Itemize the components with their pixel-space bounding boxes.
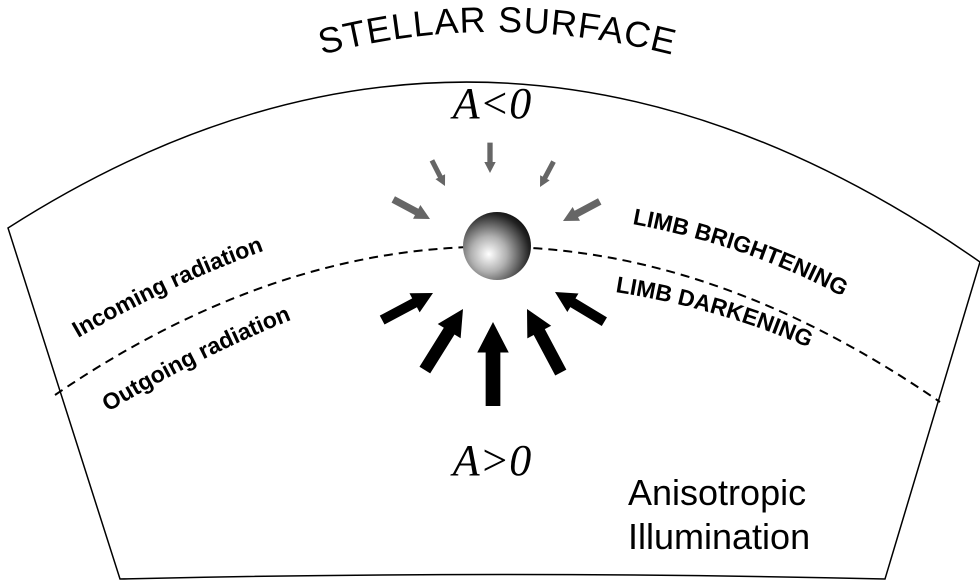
limb-darkening-text: LIMB DARKENING: [614, 271, 817, 352]
arrow: [535, 159, 558, 189]
arrow: [549, 283, 609, 331]
arrow: [477, 322, 509, 406]
arrow: [390, 193, 434, 226]
top-label: A<0: [450, 79, 532, 128]
arrow: [427, 158, 450, 189]
outgoing-label-text: Outgoing radiation: [97, 300, 293, 416]
title-text: STELLAR SURFACE: [314, 0, 681, 63]
arrow: [413, 302, 474, 377]
arrow: [515, 303, 573, 379]
caption-line: Anisotropic: [628, 472, 806, 513]
outgoing-label: Outgoing radiation: [97, 300, 293, 416]
particle: [463, 212, 531, 280]
arrow: [377, 283, 438, 329]
limb-darkening-label: LIMB DARKENING: [614, 271, 817, 352]
bottom-label: A>0: [450, 436, 532, 485]
arrow: [559, 195, 603, 228]
diagram: STELLAR SURFACE A<0 A>0 Incoming radiati…: [0, 0, 980, 584]
title: STELLAR SURFACE: [314, 0, 681, 63]
arrow: [484, 143, 495, 173]
outgoing-arrows: [377, 283, 610, 406]
caption-line: Illumination: [628, 516, 810, 557]
